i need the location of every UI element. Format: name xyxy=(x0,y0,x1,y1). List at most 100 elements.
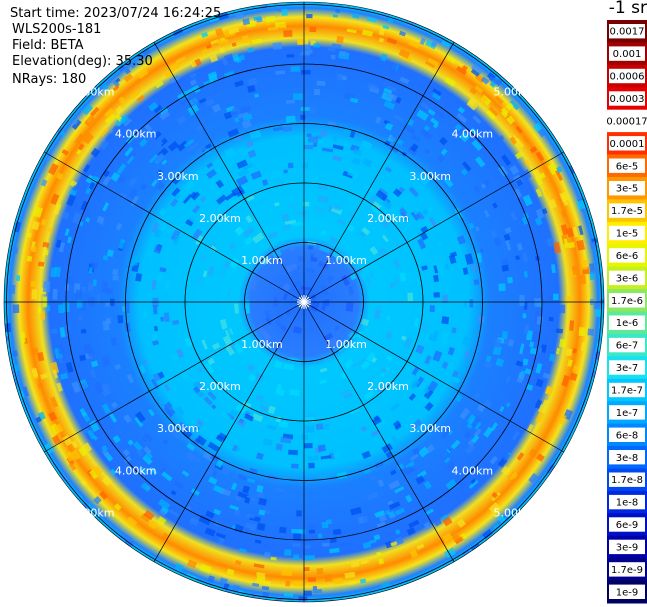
speckle-cell xyxy=(40,179,48,187)
colorbar-label-box xyxy=(609,181,645,196)
speckle-cell xyxy=(468,479,479,489)
speckle-cell xyxy=(131,255,140,266)
speckle-cell xyxy=(102,281,108,293)
speckle-cell xyxy=(393,258,401,269)
speckle-cell xyxy=(175,56,186,64)
speckle-cell xyxy=(245,300,250,306)
speckle-cell xyxy=(308,529,315,534)
colorbar-label-box xyxy=(609,539,645,555)
speckle-cell xyxy=(380,219,391,230)
speckle-cell xyxy=(248,373,257,382)
speckle-cell xyxy=(120,114,130,124)
speckle-cell xyxy=(213,508,222,516)
speckle-cell xyxy=(153,130,162,140)
speckle-cell xyxy=(48,411,58,422)
speckle-cell xyxy=(135,411,146,423)
speckle-cell xyxy=(96,293,101,304)
speckle-cell xyxy=(301,434,308,440)
speckle-cell xyxy=(440,428,452,440)
speckle-cell xyxy=(515,255,520,261)
speckle-cell xyxy=(432,330,439,342)
speckle-cell xyxy=(72,184,79,192)
speckle-cell xyxy=(231,107,238,113)
speckle-cell xyxy=(31,367,39,378)
speckle-cell xyxy=(110,298,115,307)
speckle-cell xyxy=(71,212,82,225)
speckle-cell xyxy=(169,61,181,73)
speckle-cell xyxy=(333,325,340,332)
speckle-cell xyxy=(83,344,92,355)
speckle-cell xyxy=(375,330,384,340)
speckle-cell xyxy=(320,455,332,460)
speckle-cell xyxy=(124,68,131,75)
speckle-cell xyxy=(158,207,168,217)
speckle-cell xyxy=(81,382,88,390)
speckle-cell xyxy=(509,99,520,111)
speckle-cell xyxy=(525,383,534,391)
speckle-cell xyxy=(163,312,170,323)
speckle-cell xyxy=(341,274,351,287)
speckle-cell xyxy=(416,543,425,550)
speckle-cell xyxy=(420,225,429,234)
speckle-cell xyxy=(375,116,382,124)
speckle-cell xyxy=(12,304,20,314)
speckle-cell xyxy=(53,423,64,434)
speckle-cell xyxy=(115,222,123,231)
range-ring-label: 2.00km xyxy=(199,212,241,225)
speckle-cell xyxy=(492,346,498,355)
speckle-cell xyxy=(33,206,44,218)
range-ring-label: 5.00km xyxy=(73,506,115,519)
speckle-cell xyxy=(441,514,450,522)
speckle-cell xyxy=(361,226,371,236)
speckle-cell xyxy=(390,541,398,547)
speckle-cell xyxy=(500,110,509,118)
speckle-cell xyxy=(217,537,225,545)
speckle-cell xyxy=(239,54,246,61)
colorbar-label: 0.0017 xyxy=(610,27,645,38)
speckle-cell xyxy=(284,549,292,556)
speckle-cell xyxy=(81,103,94,116)
speckle-cell xyxy=(599,320,604,327)
speckle-cell xyxy=(85,217,91,223)
speckle-cell xyxy=(471,139,483,152)
speckle-cell xyxy=(490,422,498,431)
speckle-cell xyxy=(430,40,438,48)
speckle-cell xyxy=(139,466,148,475)
speckle-cell xyxy=(468,222,475,230)
speckle-cell xyxy=(321,147,334,153)
speckle-cell xyxy=(398,206,408,216)
speckle-cell xyxy=(66,275,74,285)
speckle-cell xyxy=(502,453,511,462)
speckle-cell xyxy=(283,169,288,174)
speckle-cell xyxy=(291,529,303,534)
origin-tick xyxy=(297,298,311,306)
speckle-cell xyxy=(161,471,173,482)
speckle-cell xyxy=(152,305,158,315)
speckle-cell xyxy=(339,50,347,57)
speckle-cell xyxy=(542,399,549,407)
speckle-cell xyxy=(490,230,498,239)
colorbar-label-box xyxy=(609,405,645,420)
speckle-cell xyxy=(536,316,543,325)
speckle-cell xyxy=(163,383,171,392)
speckle-cell xyxy=(302,43,311,50)
speckle-cell xyxy=(50,396,59,408)
speckle-cell xyxy=(126,373,135,384)
speckle-cell xyxy=(205,510,215,519)
speckle-cell xyxy=(253,563,265,569)
speckle-cell xyxy=(241,35,250,44)
speckle-cell xyxy=(369,475,377,481)
speckle-cell xyxy=(470,416,482,428)
speckle-cell xyxy=(291,463,299,469)
speckle-cell xyxy=(433,274,440,283)
speckle-cell xyxy=(380,366,388,374)
speckle-cell xyxy=(298,255,305,262)
speckle-cell xyxy=(362,541,372,550)
speckle-cell xyxy=(159,267,167,273)
speckle-cell xyxy=(206,168,217,179)
speckle-cell xyxy=(441,338,448,346)
speckle-cell xyxy=(222,58,229,66)
speckle-cell xyxy=(371,416,382,426)
speckle-cell xyxy=(505,102,514,111)
speckle-cell xyxy=(226,198,234,206)
